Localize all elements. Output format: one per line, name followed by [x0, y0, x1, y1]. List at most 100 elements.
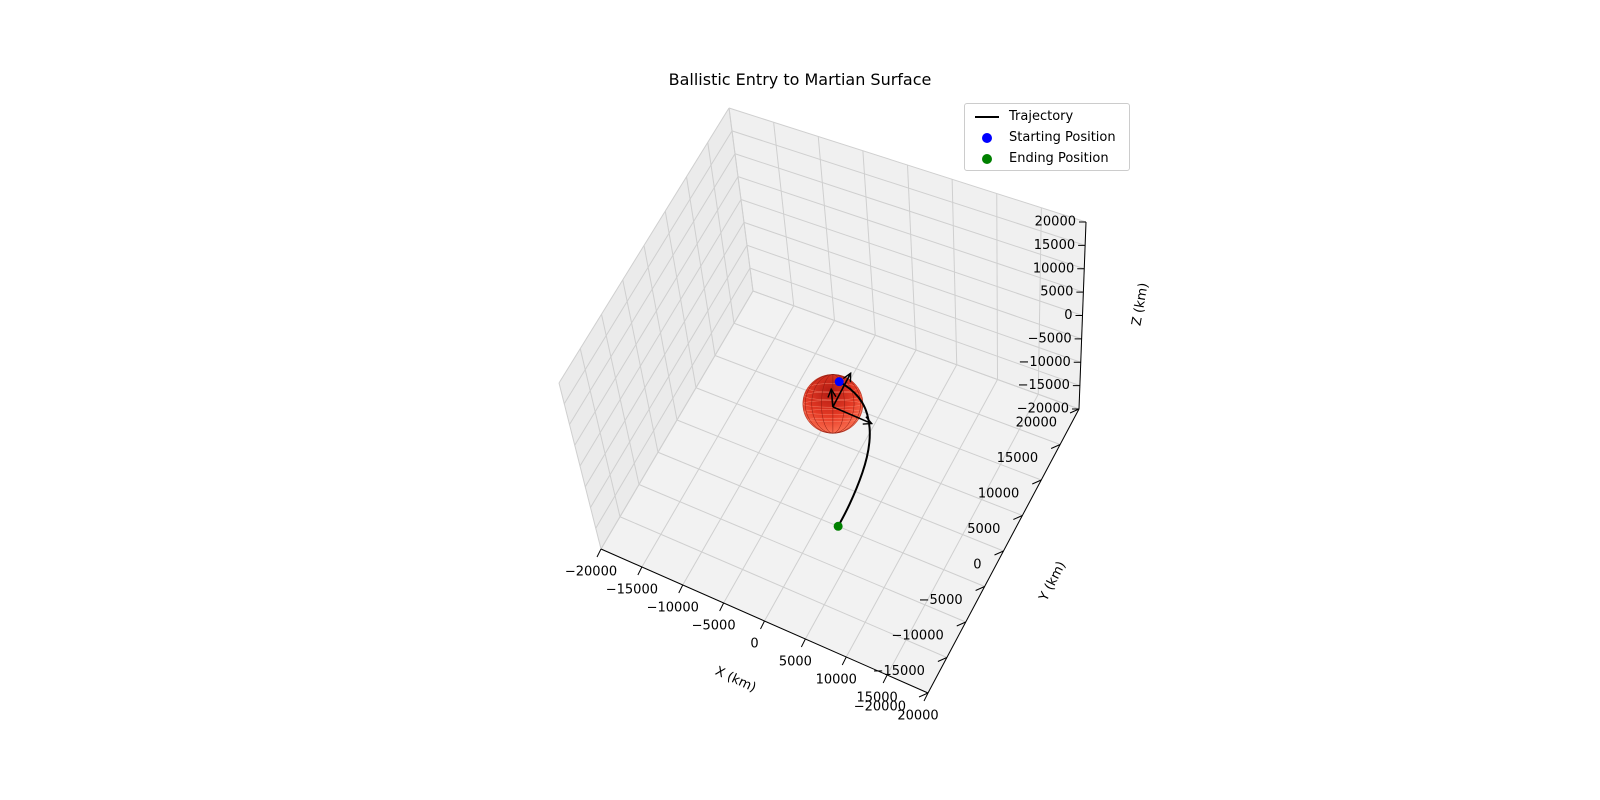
z-tick-label: 10000	[1033, 261, 1074, 276]
grid-line-y-floor	[657, 451, 985, 587]
grid-line-y-floor	[714, 355, 1042, 481]
axis-vector-1	[832, 372, 852, 408]
y-tick-label: −15000	[873, 664, 925, 679]
x-tick-label: 0	[750, 637, 758, 652]
grid-line-y-floor	[676, 419, 1004, 552]
y-tick-label: 20000	[1016, 416, 1057, 431]
axis-vector-head-2	[827, 387, 837, 398]
legend-item-end: Ending Position	[965, 149, 1129, 169]
grid-line-z-back	[728, 107, 1087, 223]
grid-line-z-wall	[595, 267, 751, 529]
axis-panes	[559, 108, 1086, 693]
x-tick-mark	[596, 548, 602, 558]
y-tick-mark	[975, 586, 985, 591]
z-tick-label: −5000	[1028, 331, 1072, 346]
y-tick-mark	[1032, 479, 1042, 485]
y-tick-mark	[1013, 515, 1023, 520]
z-axis-label: Z (km)	[1129, 282, 1151, 327]
starting-position-marker	[834, 377, 844, 387]
grid-line-z-wall	[563, 130, 733, 405]
x-axis-label: X (km)	[713, 664, 759, 696]
y-tick-label: 5000	[967, 522, 1000, 537]
grid-line-z-wall	[600, 290, 754, 550]
grid-line-y-floor	[695, 387, 1023, 516]
chart-legend: Trajectory Starting Position Ending Posi…	[964, 103, 1130, 171]
x-tick-label: 10000	[816, 673, 857, 688]
grid-line-z-back	[731, 130, 1086, 246]
y-tick-mark	[1069, 408, 1080, 414]
z-tick-label: −15000	[1018, 378, 1070, 393]
y-tick-label: −5000	[919, 593, 963, 608]
legend-label-start: Starting Position	[1009, 130, 1116, 145]
tick-labels: −20000−15000−10000−500005000100001500020…	[565, 215, 1086, 724]
x-tick-label: 5000	[779, 655, 812, 670]
grid-line-z-back	[749, 267, 1081, 387]
back-wall-pane	[729, 108, 1086, 409]
grid-line-z-back	[740, 199, 1083, 316]
x-tick-mark	[760, 620, 765, 630]
z-tick-label: 5000	[1040, 285, 1073, 300]
legend-item-start: Starting Position	[965, 128, 1129, 148]
y-tick-mark	[1050, 444, 1061, 449]
grid-line-z-wall	[574, 176, 739, 446]
x-tick-mark	[678, 584, 684, 594]
legend-line-swatch	[975, 116, 999, 118]
x-tick-mark	[637, 566, 643, 576]
position-markers	[833, 377, 844, 531]
axis-vector-head-1	[842, 371, 852, 383]
legend-item-trajectory: Trajectory	[965, 107, 1129, 127]
z-tick-label: −20000	[1017, 402, 1069, 417]
z-tick-label: −10000	[1019, 355, 1071, 370]
grid-line-z-wall	[579, 199, 742, 467]
y-axis-label: Y (km)	[1036, 559, 1069, 604]
grid-line-z-back	[737, 176, 1084, 293]
grid-line-z-back	[746, 244, 1081, 363]
left-wall-pane	[559, 108, 753, 549]
z-tick-label: 20000	[1035, 215, 1076, 230]
y-tick-label: 15000	[997, 451, 1038, 466]
x-tick-label: −15000	[606, 583, 658, 598]
trajectory-series	[837, 380, 871, 527]
grid-line-z-back	[743, 221, 1082, 340]
trajectory-line	[837, 380, 871, 527]
chart-title: Ballistic Entry to Martian Surface	[668, 70, 932, 89]
x-tick-mark	[719, 602, 725, 612]
y-tick-mark	[956, 621, 966, 627]
y-tick-label: −10000	[892, 629, 944, 644]
y-tick-mark	[994, 550, 1004, 556]
axis-vector-2	[830, 389, 834, 407]
x-tick-label: −10000	[647, 601, 699, 616]
legend-blue-marker	[982, 133, 992, 143]
y-tick-mark	[918, 692, 929, 698]
grid-line-z-back	[752, 290, 1080, 410]
axis-vector-0	[832, 406, 872, 425]
ending-position-marker	[833, 521, 843, 531]
x-tick-mark	[923, 692, 929, 702]
floor-pane	[601, 291, 1079, 693]
x-tick-mark	[882, 674, 888, 684]
y-tick-mark	[937, 657, 948, 662]
x-tick-mark	[841, 656, 847, 666]
grid-line-z-back	[734, 153, 1085, 270]
x-tick-label: 20000	[897, 709, 938, 724]
legend-label-trajectory: Trajectory	[1009, 109, 1074, 124]
legend-green-marker	[982, 154, 992, 164]
x-tick-label: 15000	[856, 691, 897, 706]
y-tick-label: −20000	[854, 700, 906, 715]
x-tick-mark	[800, 638, 806, 648]
grid-line-z-wall	[590, 244, 748, 508]
legend-label-end: Ending Position	[1009, 151, 1109, 166]
z-tick-label: 0	[1064, 308, 1072, 323]
y-tick-label: 10000	[978, 487, 1019, 502]
sphere-longitude-line	[804, 374, 861, 434]
grid-line-y-floor	[619, 516, 948, 658]
grid-line-z-wall	[558, 107, 730, 384]
axis-vectors	[827, 371, 874, 425]
grid-line-z-wall	[584, 222, 745, 488]
z-tick-label: 15000	[1034, 238, 1075, 253]
grid-line-y-floor	[638, 484, 966, 623]
x-tick-label: −20000	[565, 565, 617, 580]
y-tick-label: 0	[973, 558, 981, 573]
x-tick-label: −5000	[692, 619, 736, 634]
